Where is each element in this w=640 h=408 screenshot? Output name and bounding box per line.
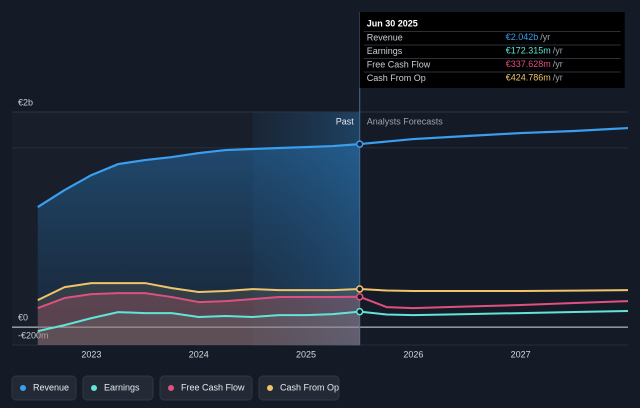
series-line	[37, 292, 629, 310]
highlight-marker	[355, 140, 364, 148]
tooltip-value: €424.786m/yr	[506, 73, 563, 83]
tooltip-unit: /yr	[553, 73, 563, 83]
tooltip-unit: /yr	[553, 46, 563, 56]
tooltip-value: €337.628m/yr	[506, 59, 563, 69]
tooltip-amount: €424.786m	[506, 73, 551, 83]
legend-button	[11, 375, 77, 401]
legend-item[interactable]: Free Cash Flow	[159, 375, 253, 401]
tooltip: Jun 30 2025 Revenue €2.042b/yr Earnings €172…	[359, 12, 625, 88]
legend-button	[159, 375, 253, 401]
series-line	[37, 310, 629, 333]
tooltip-name: Cash From Op	[367, 73, 426, 83]
highlight-marker	[355, 307, 364, 316]
legend-swatch	[267, 385, 273, 391]
series-line	[37, 126, 629, 209]
y-tick-label: -€200m	[18, 330, 49, 340]
tooltip-box	[359, 12, 625, 88]
tooltip-name: Free Cash Flow	[367, 59, 431, 69]
legend-item[interactable]: Cash From Op	[258, 375, 340, 401]
legend-swatch	[91, 385, 97, 391]
highlight-marker	[355, 293, 364, 301]
tooltip-name: Revenue	[367, 32, 403, 42]
x-tick-label: 2025	[296, 349, 316, 359]
tooltip-amount: €2.042b	[506, 32, 539, 42]
x-tick-label: 2026	[403, 349, 423, 359]
area	[37, 293, 360, 345]
area	[37, 144, 360, 345]
legend-button	[258, 375, 340, 401]
tooltip-amount: €172.315m	[506, 46, 551, 56]
legend-item[interactable]: Revenue	[11, 375, 77, 401]
legend-button	[82, 375, 154, 401]
tooltip-amount: €337.628m	[506, 59, 551, 69]
x-tick-label: 2023	[81, 349, 101, 359]
legend-label: Earnings	[104, 382, 140, 392]
tooltip-unit: /yr	[540, 32, 550, 42]
legend-item[interactable]: Earnings	[82, 375, 154, 401]
tooltip-value: €172.315m/yr	[506, 46, 563, 56]
x-tick-label: 2027	[511, 349, 531, 359]
area	[37, 283, 360, 345]
tooltip-unit: /yr	[553, 59, 563, 69]
legend-label: Cash From Op	[280, 382, 339, 392]
x-tick-label: 2024	[189, 349, 209, 359]
area	[37, 311, 360, 345]
past-label: Past	[336, 116, 355, 126]
legend-label: Free Cash Flow	[181, 382, 245, 392]
tooltip-value: €2.042b/yr	[506, 32, 551, 42]
tooltip-date: Jun 30 2025	[367, 18, 418, 28]
legend-label: Revenue	[33, 382, 69, 392]
legend-swatch	[168, 385, 174, 391]
forecast-label: Analysts Forecasts	[367, 116, 444, 126]
highlight-marker	[355, 285, 364, 293]
legend-swatch	[20, 385, 26, 391]
tooltip-name: Earnings	[367, 46, 403, 56]
y-tick-label: €0	[18, 312, 28, 322]
y-tick-label: €2b	[18, 97, 33, 107]
series-line	[37, 282, 629, 302]
